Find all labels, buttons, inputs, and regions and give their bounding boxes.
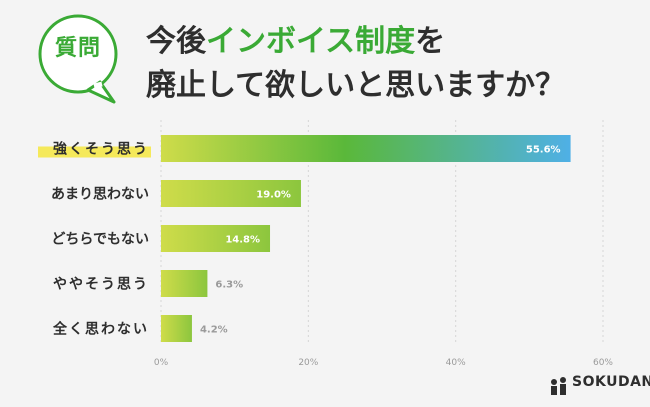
category-label: 強くそう思う	[53, 141, 149, 158]
bar	[161, 270, 208, 297]
category-label: どちらでもない	[51, 232, 149, 248]
bar	[161, 315, 192, 342]
x-tick-label: 20%	[298, 358, 318, 368]
question-badge-icon	[38, 14, 118, 104]
bar	[161, 135, 571, 162]
bar	[161, 180, 301, 207]
question-highlight: インボイス制度	[206, 24, 416, 59]
question-line-1: 今後インボイス制度を	[146, 20, 636, 64]
question-line-2: 廃止して欲しいと思いますか？	[146, 68, 566, 103]
question-title: 今後インボイス制度を 廃止して欲しいと思いますか？	[146, 20, 636, 108]
bar-value-label: 19.0%	[256, 190, 291, 201]
x-tick-label: 60%	[593, 358, 613, 368]
question-line-1-pre: 今後	[146, 24, 206, 59]
sokudan-logo-icon	[551, 377, 566, 395]
question-line-1-post: を	[415, 24, 446, 59]
bar-value-label: 14.8%	[225, 235, 260, 246]
category-highlight-marker	[38, 146, 151, 158]
x-tick-label: 0%	[154, 358, 169, 368]
x-tick-label: 40%	[446, 358, 466, 368]
bar	[161, 225, 271, 252]
bar-value-label: 55.6%	[526, 145, 561, 156]
question-badge-label: 質問	[54, 36, 101, 61]
bar-value-label: 6.3%	[215, 280, 243, 291]
brand-name: SOKUDAN	[572, 374, 650, 390]
category-label: 全く思わない	[52, 321, 149, 338]
category-label: あまり思わない	[51, 187, 149, 203]
bar-value-label: 4.2%	[200, 325, 228, 336]
category-label: ややそう思う	[53, 277, 149, 293]
